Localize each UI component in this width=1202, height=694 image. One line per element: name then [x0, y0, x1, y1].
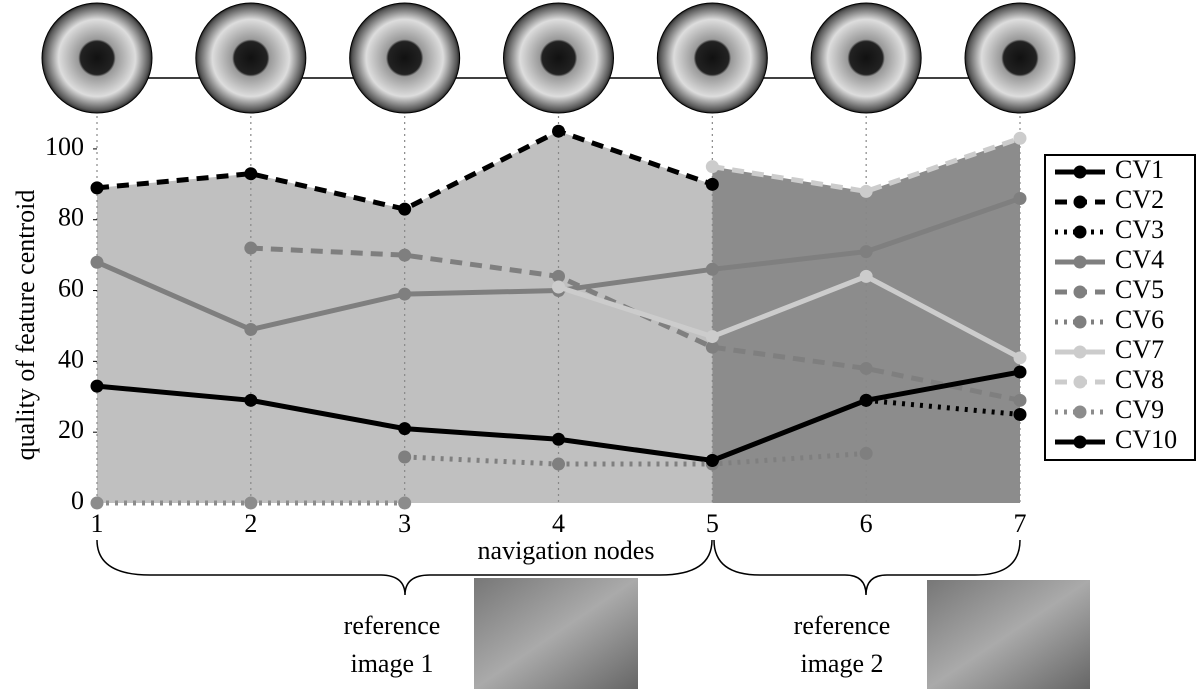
legend-marker	[1074, 436, 1087, 449]
legend-label: CV2	[1115, 185, 1164, 214]
legend-marker	[1074, 346, 1087, 359]
legend-marker	[1074, 406, 1087, 419]
page: 1 2 3 4 5 6 7 0 20 40 60 80 100 navigation nodes qua…	[0, 0, 1202, 689]
fisheye-image	[42, 3, 152, 113]
data-point	[1014, 132, 1027, 145]
fisheye-image	[196, 3, 306, 113]
legend-marker	[1074, 256, 1087, 269]
legend-label: CV5	[1115, 275, 1164, 304]
legend-label: CV1	[1115, 155, 1164, 184]
fisheye-image	[811, 3, 921, 113]
fisheye-image	[350, 3, 460, 113]
data-point	[1014, 365, 1027, 378]
data-point	[244, 394, 257, 407]
x-tick-label: 7	[1014, 509, 1027, 538]
reference-photo	[474, 578, 638, 689]
data-point	[552, 433, 565, 446]
data-point	[860, 362, 873, 375]
data-point	[398, 422, 411, 435]
data-point	[552, 125, 565, 138]
legend-marker	[1074, 166, 1087, 179]
legend-marker	[1074, 316, 1087, 329]
fisheye-image	[504, 3, 614, 113]
y-tick-label: 0	[71, 486, 84, 515]
data-point	[398, 497, 411, 510]
data-point	[244, 167, 257, 180]
x-tick-label: 2	[244, 509, 257, 538]
x-axis-label: navigation nodes	[478, 536, 655, 565]
data-point	[398, 203, 411, 216]
data-point	[860, 394, 873, 407]
data-point	[91, 181, 104, 194]
fisheye-image	[657, 3, 767, 113]
fisheye-image	[965, 3, 1075, 113]
data-point	[1014, 351, 1027, 364]
legend-label: CV3	[1115, 215, 1164, 244]
data-point	[706, 263, 719, 276]
y-tick-label: 20	[58, 415, 84, 444]
data-point	[1014, 394, 1027, 407]
data-point	[860, 245, 873, 258]
data-point	[91, 497, 104, 510]
data-point	[244, 497, 257, 510]
data-point	[860, 270, 873, 283]
y-tick-label: 100	[45, 132, 84, 161]
data-point	[706, 178, 719, 191]
data-point	[1014, 408, 1027, 421]
legend-label: CV7	[1115, 335, 1164, 364]
y-axis-label: quality of feature centroid	[11, 190, 40, 461]
data-point	[398, 288, 411, 301]
legend-label: CV8	[1115, 365, 1164, 394]
legend-marker	[1074, 196, 1087, 209]
data-point	[1014, 192, 1027, 205]
x-tick-label: 3	[398, 509, 411, 538]
chart: 1 2 3 4 5 6 7 0 20 40 60 80 100 navigation nodes qua…	[0, 0, 1202, 689]
legend-label: CV4	[1115, 245, 1164, 274]
data-point	[706, 454, 719, 467]
data-point	[398, 450, 411, 463]
x-tick-label: 6	[860, 509, 873, 538]
data-point	[552, 458, 565, 471]
x-tick-label: 4	[552, 509, 565, 538]
data-point	[552, 281, 565, 294]
legend-marker	[1074, 286, 1087, 299]
legend-label: CV10	[1115, 425, 1177, 454]
legend-label: CV6	[1115, 305, 1164, 334]
x-tick-label: 1	[91, 509, 104, 538]
data-point	[706, 160, 719, 173]
annotation: reference image 2	[767, 607, 917, 683]
y-tick-label: 60	[58, 274, 84, 303]
data-point	[244, 242, 257, 255]
data-point	[860, 447, 873, 460]
x-tick-label: 5	[706, 509, 719, 538]
reference-photo	[927, 580, 1090, 689]
annotation: reference image 1	[317, 607, 467, 683]
data-point	[398, 249, 411, 262]
data-point	[706, 330, 719, 343]
legend-marker	[1074, 226, 1087, 239]
data-point	[91, 380, 104, 393]
legend-label: CV9	[1115, 395, 1164, 424]
data-point	[860, 185, 873, 198]
y-tick-label: 40	[58, 344, 84, 373]
legend-marker	[1074, 376, 1087, 389]
y-tick-label: 80	[58, 203, 84, 232]
data-point	[91, 256, 104, 269]
data-point	[244, 323, 257, 336]
